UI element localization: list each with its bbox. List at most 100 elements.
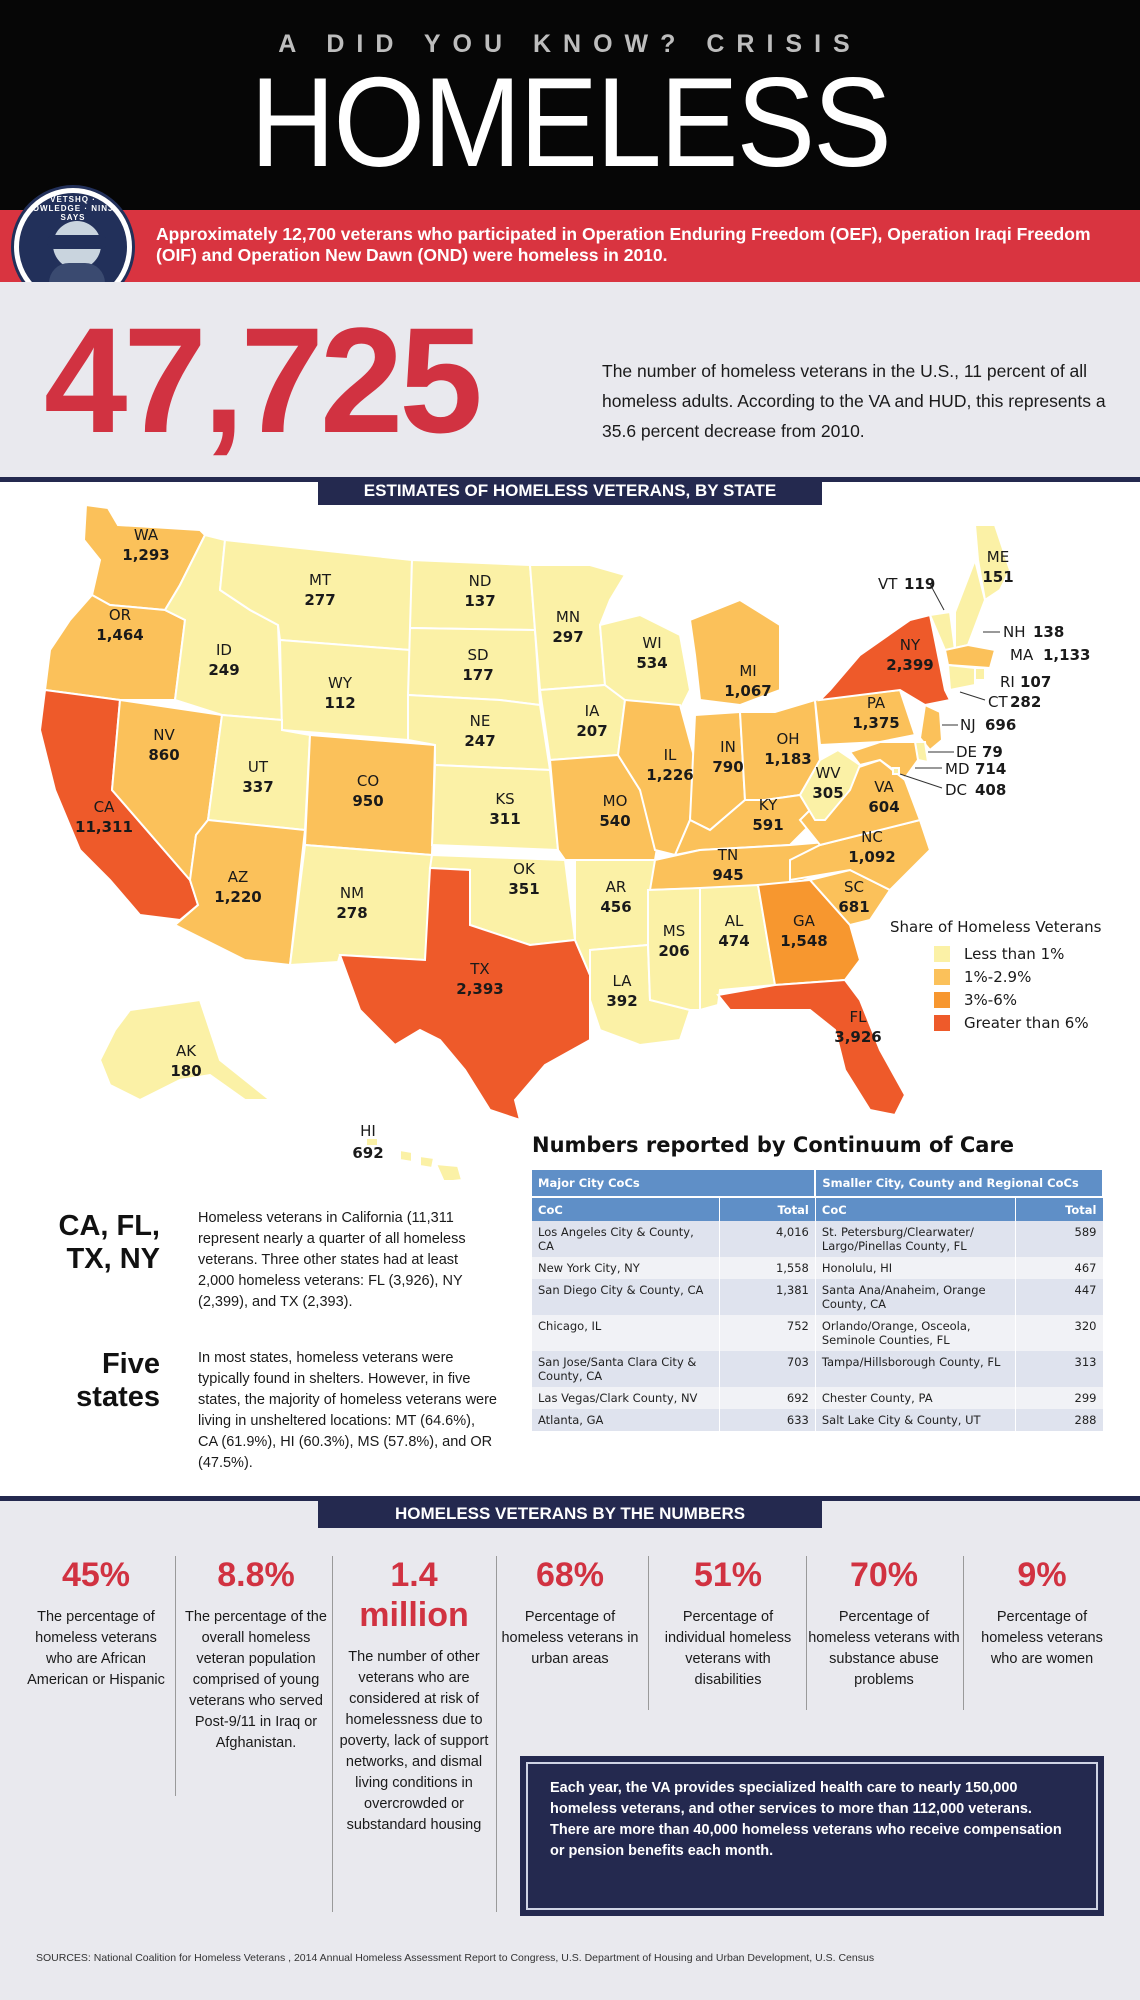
major-coc: Los Angeles City & County, CA xyxy=(532,1221,721,1257)
major-coc: Atlanta, GA xyxy=(532,1409,721,1431)
stat-item: 1.4 million The number of other veterans… xyxy=(338,1555,490,1836)
table-row: San Jose/Santa Clara City & County, CA 7… xyxy=(532,1351,1104,1387)
value-id: 249 xyxy=(208,661,239,679)
value-ks: 311 xyxy=(489,810,520,828)
label-ne: NE xyxy=(470,712,491,730)
value-sc: 681 xyxy=(838,898,869,916)
stat-description: Percentage of homeless veterans with sub… xyxy=(808,1609,960,1688)
label-ca: CA xyxy=(94,798,115,816)
logo-lettering: VETSHQ · KNOWLEDGE · NINJA · SAYS xyxy=(19,195,127,222)
label-fl: FL xyxy=(850,1008,868,1026)
value-nh: 138 xyxy=(1033,623,1064,641)
label-md: MD xyxy=(945,760,970,778)
leader-dc xyxy=(899,773,943,789)
legend-item: 1%-2.9% xyxy=(890,965,1130,988)
stat-item: 68% Percentage of homeless veterans in u… xyxy=(494,1555,646,1670)
label-mo: MO xyxy=(603,792,628,810)
label-ga: GA xyxy=(793,912,816,930)
value-va: 604 xyxy=(868,798,899,816)
label-nj: NJ xyxy=(960,716,976,734)
smaller-total: 320 xyxy=(1015,1315,1104,1351)
ca-fl-tx-ny-text: Homeless veterans in California (11,311 … xyxy=(198,1210,466,1310)
legend-item: 3%-6% xyxy=(890,988,1130,1011)
value-dc: 408 xyxy=(975,781,1006,799)
stat-item: 8.8% The percentage of the overall homel… xyxy=(180,1555,332,1754)
legend-label: Greater than 6% xyxy=(964,1013,1089,1032)
headline-stat-band xyxy=(0,282,1140,477)
label-il: IL xyxy=(664,746,677,764)
value-ms: 206 xyxy=(658,942,689,960)
stat-item: 51% Percentage of individual homeless ve… xyxy=(652,1555,804,1691)
col-total: Total xyxy=(719,1196,816,1221)
value-ri: 107 xyxy=(1020,673,1051,691)
label-ut: UT xyxy=(248,758,269,776)
legend-item: Less than 1% xyxy=(890,942,1130,965)
label-mn: MN xyxy=(556,608,580,626)
smaller-total: 467 xyxy=(1015,1257,1104,1279)
intro-text: Approximately 12,700 veterans who partic… xyxy=(156,224,1091,265)
column-divider xyxy=(175,1556,176,1796)
ninja-mask-icon xyxy=(47,235,107,249)
va-callout-text: Each year, the VA provides specialized h… xyxy=(526,1762,1098,1910)
value-or: 1,464 xyxy=(96,626,143,644)
column-divider xyxy=(332,1556,333,1912)
state-ny xyxy=(817,613,952,707)
smaller-total: 288 xyxy=(1015,1409,1104,1431)
va-callout-box: Each year, the VA provides specialized h… xyxy=(520,1756,1104,1916)
stat-item: 70% Percentage of homeless veterans with… xyxy=(808,1555,960,1691)
label-mt: MT xyxy=(309,571,332,589)
stat-value: 70% xyxy=(849,1556,919,1594)
label-ok: OK xyxy=(513,860,536,878)
legend-item: Greater than 6% xyxy=(890,1011,1130,1034)
value-sd: 177 xyxy=(462,666,493,684)
legend-label: 1%-2.9% xyxy=(964,967,1032,986)
value-mo: 540 xyxy=(599,812,630,830)
label-az: AZ xyxy=(228,868,249,886)
state-ma xyxy=(943,643,997,670)
label-nm: NM xyxy=(340,884,364,902)
five-states-heading: Five states xyxy=(76,1348,160,1413)
value-co: 950 xyxy=(352,792,383,810)
major-total: 1,558 xyxy=(719,1257,816,1279)
smaller-coc: Tampa/Hillsborough County, FL xyxy=(815,1351,1016,1387)
column-divider xyxy=(648,1556,649,1710)
legend-swatch xyxy=(934,991,950,1008)
stat-description: The percentage of homeless veterans who … xyxy=(27,1609,165,1688)
sources-footnote: SOURCES: National Coalition for Homeless… xyxy=(36,1952,875,1964)
label-pa: PA xyxy=(867,694,886,712)
numbers-banner: HOMELESS VETERANS BY THE NUMBERS xyxy=(318,1500,822,1528)
column-divider xyxy=(806,1556,807,1710)
label-va: VA xyxy=(874,778,894,796)
stat-item: 45% The percentage of homeless veterans … xyxy=(20,1555,172,1691)
major-total: 633 xyxy=(719,1409,816,1431)
leader-vt xyxy=(929,583,945,611)
state-nj xyxy=(918,703,944,752)
stat-description: Percentage of individual homeless vetera… xyxy=(664,1609,792,1688)
label-nc: NC xyxy=(861,828,883,846)
label-wi: WI xyxy=(642,634,661,652)
legend-swatch xyxy=(934,968,950,985)
value-nv: 860 xyxy=(148,746,179,764)
label-ky: KY xyxy=(759,796,778,814)
label-ny: NY xyxy=(900,636,921,654)
value-nj: 696 xyxy=(985,716,1016,734)
major-city-header: Major City CoCs xyxy=(532,1170,817,1197)
value-fl: 3,926 xyxy=(834,1028,881,1046)
table-row: Atlanta, GA 633 Salt Lake City & County,… xyxy=(532,1409,1104,1431)
stat-value: 51% xyxy=(693,1556,763,1594)
label-wa: WA xyxy=(134,526,159,544)
smaller-city-header: Smaller City, County and Regional CoCs xyxy=(815,1170,1104,1197)
label-id: ID xyxy=(216,641,232,659)
state-az xyxy=(173,818,307,967)
header-bar xyxy=(0,0,1140,210)
column-divider xyxy=(963,1556,964,1710)
value-de: 79 xyxy=(982,743,1003,761)
stat-value: 68% xyxy=(535,1556,605,1594)
table-row: New York City, NY 1,558 Honolulu, HI 467 xyxy=(532,1257,1104,1279)
value-md: 714 xyxy=(975,760,1006,778)
state-wv xyxy=(798,748,862,821)
us-state-map: WA 1,293 OR 1,464 CA 11,311 NV 860 ID 24… xyxy=(38,503,1090,1180)
label-ia: IA xyxy=(585,702,600,720)
label-hi: HI xyxy=(360,1122,376,1140)
value-wv: 305 xyxy=(812,784,843,802)
